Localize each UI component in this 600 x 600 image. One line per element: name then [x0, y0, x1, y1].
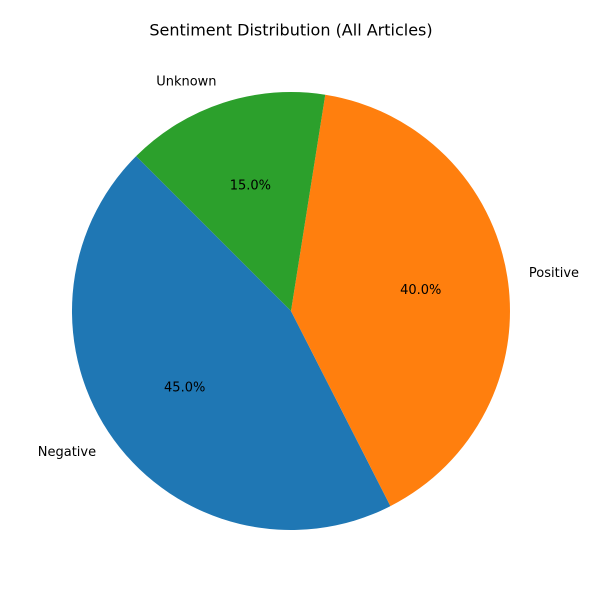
slice-label-unknown: Unknown	[156, 74, 216, 89]
pie-labels: Negative 45.0% Positive 40.0% Unknown 15.0%	[38, 74, 579, 460]
pie-slice-positive	[291, 94, 510, 507]
slice-label-negative: Negative	[38, 445, 96, 460]
percent-label-negative: 45.0%	[164, 381, 205, 396]
percent-label-positive: 40.0%	[400, 283, 441, 298]
pie-slice-negative	[71, 156, 391, 531]
pie-slice-unknown	[136, 92, 326, 311]
pie-slices	[71, 92, 510, 531]
chart-title: Sentiment Distribution (All Articles)	[149, 21, 432, 40]
percent-label-unknown: 15.0%	[230, 179, 271, 194]
slice-label-positive: Positive	[529, 266, 579, 281]
